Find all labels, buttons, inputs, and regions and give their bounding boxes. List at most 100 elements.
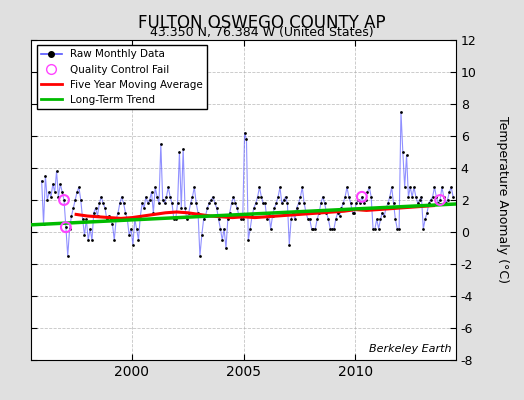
Point bbox=[326, 226, 334, 232]
Point bbox=[382, 205, 390, 211]
Point bbox=[171, 216, 180, 222]
Point bbox=[337, 205, 346, 211]
Point bbox=[86, 226, 94, 232]
Point bbox=[99, 200, 107, 206]
Point bbox=[375, 226, 383, 232]
Point bbox=[209, 194, 217, 200]
Point bbox=[88, 237, 96, 243]
Point bbox=[146, 197, 154, 203]
Point bbox=[101, 205, 109, 211]
Point bbox=[62, 224, 70, 230]
Point bbox=[354, 197, 362, 203]
Point bbox=[445, 189, 454, 195]
Point bbox=[356, 200, 364, 206]
Point bbox=[179, 146, 188, 152]
Point bbox=[432, 194, 441, 200]
Point bbox=[77, 197, 85, 203]
Point bbox=[192, 200, 200, 206]
Point bbox=[41, 173, 50, 179]
Point bbox=[436, 197, 444, 203]
Point bbox=[157, 141, 165, 147]
Point bbox=[151, 184, 159, 190]
Point bbox=[272, 200, 280, 206]
Point bbox=[291, 216, 299, 222]
Point bbox=[406, 184, 414, 190]
Point bbox=[66, 226, 74, 232]
Point bbox=[238, 216, 247, 222]
Point bbox=[410, 184, 418, 190]
Point bbox=[281, 194, 290, 200]
Point bbox=[201, 213, 210, 219]
Point bbox=[50, 189, 59, 195]
Point bbox=[79, 216, 87, 222]
Point bbox=[153, 194, 161, 200]
Point bbox=[287, 216, 296, 222]
Point bbox=[103, 216, 111, 222]
Point bbox=[419, 226, 428, 232]
Legend: Raw Monthly Data, Quality Control Fail, Five Year Moving Average, Long-Term Tren: Raw Monthly Data, Quality Control Fail, … bbox=[37, 45, 207, 109]
Point bbox=[259, 200, 267, 206]
Point bbox=[227, 200, 236, 206]
Point bbox=[155, 200, 163, 206]
Point bbox=[313, 216, 321, 222]
Point bbox=[436, 197, 444, 203]
Point bbox=[190, 184, 199, 190]
Point bbox=[305, 216, 314, 222]
Point bbox=[56, 181, 64, 187]
Point bbox=[270, 205, 279, 211]
Point bbox=[112, 216, 121, 222]
Point bbox=[438, 184, 446, 190]
Point bbox=[104, 213, 113, 219]
Text: FULTON OSWEGO COUNTY AP: FULTON OSWEGO COUNTY AP bbox=[138, 14, 386, 32]
Point bbox=[279, 197, 288, 203]
Point bbox=[123, 216, 132, 222]
Point bbox=[304, 216, 312, 222]
Point bbox=[346, 200, 355, 206]
Point bbox=[261, 200, 269, 206]
Point bbox=[110, 237, 118, 243]
Point bbox=[158, 197, 167, 203]
Point bbox=[423, 210, 431, 216]
Point bbox=[149, 210, 158, 216]
Point bbox=[373, 216, 381, 222]
Point bbox=[343, 184, 351, 190]
Point bbox=[350, 210, 358, 216]
Point bbox=[173, 200, 182, 206]
Point bbox=[138, 200, 146, 206]
Point bbox=[348, 210, 357, 216]
Point bbox=[60, 197, 68, 203]
Point bbox=[121, 210, 129, 216]
Point bbox=[250, 205, 258, 211]
Point bbox=[292, 205, 301, 211]
Point bbox=[319, 194, 327, 200]
Point bbox=[425, 200, 433, 206]
Point bbox=[82, 216, 91, 222]
Point bbox=[175, 149, 183, 155]
Point bbox=[200, 216, 208, 222]
Point bbox=[254, 194, 262, 200]
Point bbox=[402, 152, 411, 158]
Point bbox=[429, 194, 437, 200]
Point bbox=[95, 200, 104, 206]
Point bbox=[413, 200, 422, 206]
Point bbox=[308, 226, 316, 232]
Point bbox=[92, 205, 100, 211]
Point bbox=[188, 194, 196, 200]
Point bbox=[39, 221, 48, 227]
Point bbox=[225, 210, 234, 216]
Point bbox=[140, 205, 148, 211]
Point bbox=[187, 200, 195, 206]
Point bbox=[134, 237, 143, 243]
Point bbox=[214, 216, 223, 222]
Point bbox=[213, 205, 221, 211]
Point bbox=[274, 194, 282, 200]
Point bbox=[218, 237, 226, 243]
Point bbox=[164, 184, 172, 190]
Point bbox=[224, 216, 232, 222]
Point bbox=[130, 216, 139, 222]
Point bbox=[75, 184, 83, 190]
Point bbox=[141, 194, 150, 200]
Point bbox=[330, 226, 338, 232]
Point bbox=[43, 197, 51, 203]
Point bbox=[183, 216, 191, 222]
